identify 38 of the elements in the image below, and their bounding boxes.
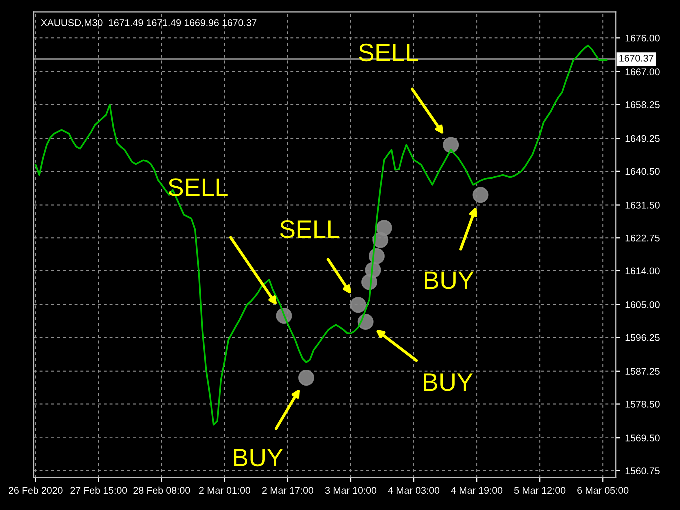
line-series [35, 44, 608, 426]
y-tick-label: 1649.25 [626, 135, 660, 142]
y-tick-label: 1640.50 [626, 168, 660, 176]
y-tick-label: 1667.00 [626, 68, 660, 76]
x-tick-label: 6 Mar 05:00 [578, 487, 629, 494]
point [443, 137, 460, 154]
x-tick-label: 4 Mar 03:00 [388, 487, 440, 494]
text: XAUUSD,M30 1671.49 1671.49 1669.96 1670.37 [41, 19, 257, 28]
annotation: BUY [425, 272, 474, 290]
annotation: SELL [359, 44, 418, 62]
annotation: BUY [234, 449, 284, 467]
annotation: SELL [280, 220, 340, 238]
ref-line-label: 1670.37 [620, 55, 654, 62]
point [350, 297, 366, 314]
y-tick-label: 1578.50 [626, 401, 660, 408]
annotation: BUY [424, 374, 473, 392]
point [376, 220, 392, 236]
y-tick-label: 1605.00 [626, 301, 660, 308]
x-tick-label: 2 Mar 17:00 [262, 487, 314, 494]
y-tick-label: 1587.25 [626, 368, 660, 376]
y-tick-label: 1622.75 [626, 234, 660, 242]
y-tick-label: 1596.25 [626, 334, 660, 342]
point [472, 187, 489, 204]
y-tick-label: 1569.50 [626, 434, 660, 442]
y-tick-label: 1658.25 [626, 102, 660, 108]
x-tick-label: 27 Feb 15:00 [70, 486, 128, 494]
x-tick-label: 3 Mar 10:00 [325, 487, 377, 494]
annotation: SELL [168, 178, 228, 196]
point [298, 370, 314, 386]
x-tick-label: 4 Mar 19:00 [451, 487, 503, 494]
x-tick-label: 28 Feb 08:00 [134, 486, 190, 494]
x-tick-label: 5 Mar 12:00 [514, 487, 566, 494]
y-tick-label: 1631.50 [626, 202, 660, 209]
y-tick-label: 1560.75 [626, 468, 660, 475]
x-tick-label: 2 Mar 01:00 [199, 487, 250, 494]
y-tick-label: 1614.00 [626, 268, 660, 275]
x-tick-label: 26 Feb 2020 [9, 486, 63, 494]
y-tick-label: 1676.00 [626, 34, 660, 42]
